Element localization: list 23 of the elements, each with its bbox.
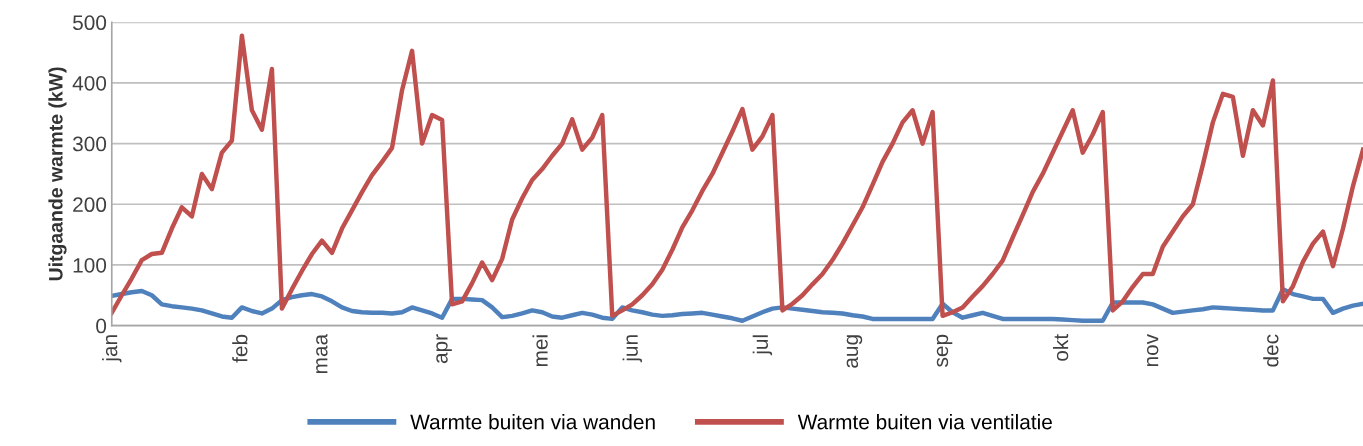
legend-label: Warmte buiten via wanden <box>410 414 655 430</box>
x-tick-label: nov <box>1146 333 1159 367</box>
y-tick-label: 400 <box>72 75 107 91</box>
legend-label: Warmte buiten via ventilatie <box>797 414 1052 430</box>
y-tick-label: 100 <box>73 257 107 273</box>
x-tick-label: jul <box>752 335 773 356</box>
y-axis-title: Uitgaande warmte (kW) <box>48 67 67 281</box>
y-tick-label: 200 <box>73 197 107 213</box>
x-tick-label: sep <box>936 334 953 367</box>
x-tick-label: mei <box>532 335 548 367</box>
y-tick-label: 0 <box>96 318 107 334</box>
x-tick-label: feb <box>232 334 248 363</box>
line-series <box>111 286 1363 323</box>
line-series <box>111 33 1363 319</box>
x-tick-label: okt <box>1052 334 1069 361</box>
x-tick-label: apr <box>436 334 452 364</box>
x-tick-label: aug <box>846 335 863 368</box>
x-tick-label: maa <box>316 333 328 374</box>
x-tick-label: jun <box>622 335 642 363</box>
y-tick-label: 500 <box>72 15 107 31</box>
x-tick-label: dec <box>1263 334 1279 367</box>
x-tick-label: jan <box>102 335 122 363</box>
y-tick-label: 300 <box>72 136 107 152</box>
